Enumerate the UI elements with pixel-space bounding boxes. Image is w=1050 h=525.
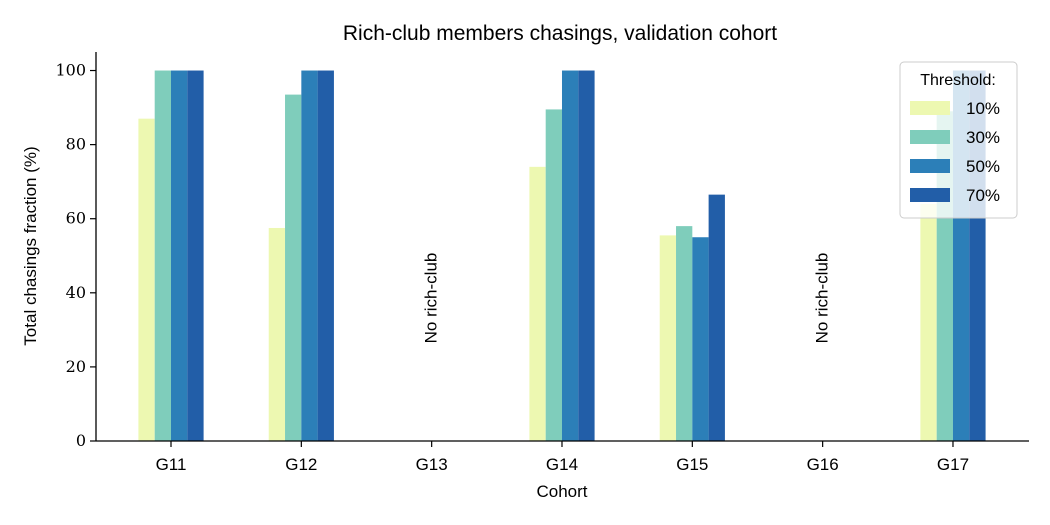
y-axis-label: Total chasings fraction (%) — [21, 146, 40, 345]
legend-label: 50% — [966, 157, 1000, 176]
y-tick-label: 100 — [55, 61, 86, 80]
bar-g17-10pct — [920, 203, 937, 441]
x-tick-label: G12 — [285, 455, 317, 474]
legend-label: 30% — [966, 128, 1000, 147]
bar-g14-70pct — [578, 70, 595, 442]
bar-g14-50pct — [561, 70, 579, 442]
legend-swatch — [910, 101, 950, 115]
legend: Threshold: 10% 30% 50% 70% — [899, 61, 1018, 219]
annotations-layer: No rich-club No rich-club — [422, 253, 832, 344]
x-tick-label: G15 — [676, 455, 708, 474]
legend-label: 10% — [966, 99, 1000, 118]
bar-g14-30pct — [545, 109, 562, 441]
y-tick-label: 20 — [66, 357, 86, 376]
bar-g12-70pct — [317, 70, 334, 442]
x-axis-ticks: G11 G12 G13 G14 G15 G16 G17 — [156, 441, 969, 474]
chart-title: Rich-club members chasings, validation c… — [343, 22, 777, 45]
legend-swatch — [910, 130, 950, 144]
bar-g11-50pct — [171, 70, 188, 442]
bar-g15-50pct — [692, 237, 709, 441]
bar-g11-70pct — [187, 70, 204, 442]
bar-g15-10pct — [659, 235, 677, 441]
legend-swatch — [910, 188, 950, 202]
y-tick-label: 60 — [66, 209, 86, 228]
bar-g11-10pct — [138, 118, 155, 441]
x-axis-label: Cohort — [536, 482, 587, 501]
legend-items: 10% 30% 50% 70% — [910, 99, 1000, 205]
annotation-no-rich-club: No rich-club — [813, 253, 832, 344]
bar-g11-30pct — [154, 70, 171, 442]
bars-layer — [138, 70, 986, 442]
bar-g12-30pct — [285, 94, 302, 441]
x-tick-label: G13 — [416, 455, 448, 474]
legend-title: Threshold: — [920, 72, 996, 89]
y-tick-label: 0 — [76, 431, 86, 450]
bar-g12-50pct — [301, 70, 318, 442]
bar-g12-10pct — [268, 227, 286, 441]
x-tick-label: G16 — [807, 455, 839, 474]
y-tick-label: 40 — [66, 283, 86, 302]
x-tick-label: G17 — [937, 455, 969, 474]
y-axis-ticks: 0 20 40 60 80 100 — [55, 61, 96, 450]
annotation-no-rich-club: No rich-club — [422, 253, 441, 344]
legend-swatch — [910, 159, 950, 173]
x-tick-label: G11 — [156, 455, 187, 474]
bar-g15-70pct — [708, 194, 725, 441]
legend-label: 70% — [966, 186, 1000, 205]
y-tick-label: 80 — [66, 135, 86, 154]
bar-g14-10pct — [529, 166, 546, 441]
x-tick-label: G14 — [546, 455, 578, 474]
bar-g15-30pct — [676, 226, 693, 441]
